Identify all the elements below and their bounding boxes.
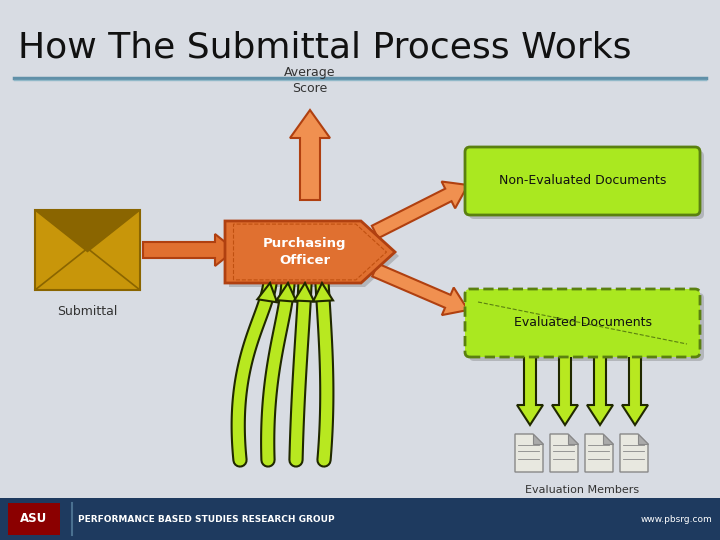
FancyArrow shape — [372, 264, 468, 315]
FancyArrow shape — [622, 355, 648, 425]
FancyBboxPatch shape — [469, 151, 704, 219]
FancyBboxPatch shape — [35, 210, 140, 290]
Polygon shape — [638, 434, 648, 444]
Text: ASU: ASU — [20, 512, 48, 525]
Text: Non-Evaluated Documents: Non-Evaluated Documents — [499, 174, 666, 187]
FancyArrow shape — [587, 355, 613, 425]
FancyArrow shape — [257, 283, 277, 302]
FancyArrow shape — [276, 283, 297, 302]
Text: Evaluated Documents: Evaluated Documents — [513, 316, 652, 329]
FancyBboxPatch shape — [0, 498, 720, 540]
Polygon shape — [585, 434, 613, 472]
Text: Submittal: Submittal — [58, 305, 117, 318]
Polygon shape — [515, 434, 543, 472]
Polygon shape — [533, 434, 543, 444]
Polygon shape — [603, 434, 613, 444]
Polygon shape — [550, 434, 578, 472]
Text: Evaluation Members: Evaluation Members — [526, 485, 639, 495]
Polygon shape — [35, 210, 140, 252]
FancyBboxPatch shape — [469, 293, 704, 361]
FancyArrow shape — [517, 355, 543, 425]
FancyArrow shape — [313, 283, 333, 301]
FancyBboxPatch shape — [8, 503, 60, 535]
FancyArrow shape — [372, 181, 468, 238]
FancyArrow shape — [294, 283, 314, 301]
FancyBboxPatch shape — [465, 147, 700, 215]
FancyArrow shape — [143, 234, 235, 266]
Text: Average
Score: Average Score — [284, 66, 336, 95]
Polygon shape — [620, 434, 648, 472]
Text: Purchasing
Officer: Purchasing Officer — [264, 237, 347, 267]
FancyArrow shape — [290, 110, 330, 200]
Polygon shape — [229, 225, 399, 287]
Polygon shape — [568, 434, 578, 444]
FancyArrow shape — [552, 355, 578, 425]
Text: PERFORMANCE BASED STUDIES RESEARCH GROUP: PERFORMANCE BASED STUDIES RESEARCH GROUP — [78, 515, 335, 523]
FancyBboxPatch shape — [465, 289, 700, 357]
Polygon shape — [225, 221, 395, 283]
Text: How The Submittal Process Works: How The Submittal Process Works — [18, 30, 631, 64]
Text: www.pbsrg.com: www.pbsrg.com — [640, 515, 712, 523]
